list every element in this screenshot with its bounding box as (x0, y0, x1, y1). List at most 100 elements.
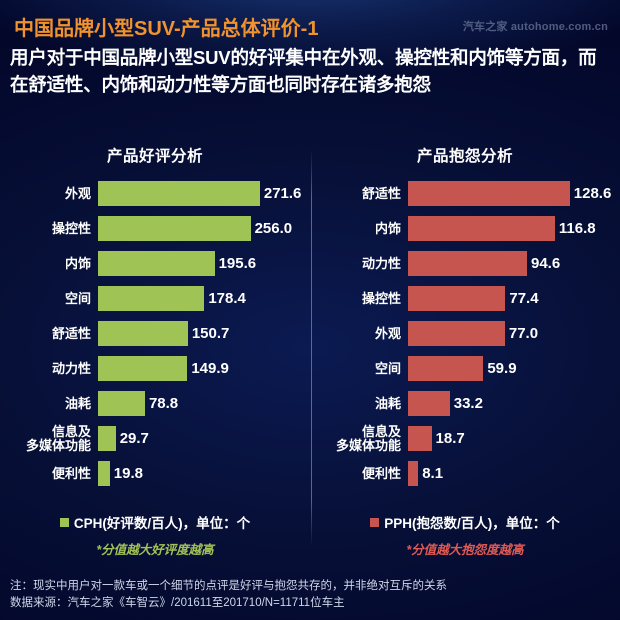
bar-track: 195.6 (98, 246, 310, 281)
bar-track: 19.8 (98, 456, 310, 491)
complaint-chart-panel: 产品抱怨分析 舒适性 128.6 内饰 116.8 动力性 94.6 操控性 77.4 外观 77… (310, 144, 620, 504)
bar-track: 78.8 (98, 386, 310, 421)
bar-value-label: 19.8 (113, 465, 143, 482)
bar-track: 271.6 (98, 176, 310, 211)
bar-category-label: 信息及 多媒体功能 (25, 423, 91, 453)
bar-track: 77.4 (408, 281, 620, 316)
bar-value-label: 33.2 (453, 395, 483, 412)
bar-category-label: 便利性 (361, 465, 401, 481)
bar-category-label: 舒适性 (51, 325, 91, 341)
bar-row: 内饰 195.6 (0, 246, 310, 281)
bar-category-label: 动力性 (361, 255, 401, 271)
bar-row: 内饰 116.8 (310, 211, 620, 246)
bar (408, 321, 505, 346)
bar-track: 33.2 (408, 386, 620, 421)
praise-legend-note: *分值越大好评度越高 (96, 543, 214, 557)
bar-row: 舒适性 150.7 (0, 316, 310, 351)
praise-legend-entry: CPH(好评数/百人)，单位：个 (59, 512, 251, 532)
bar-value-label: 128.6 (573, 185, 612, 202)
bar-category-label: 操控性 (361, 290, 401, 306)
praise-legend: CPH(好评数/百人)，单位：个 *分值越大好评度越高 (0, 512, 310, 558)
bar-category-label: 动力性 (51, 360, 91, 376)
bar-category-label: 外观 (64, 185, 91, 201)
bar (98, 356, 188, 381)
bar-row: 便利性 19.8 (0, 456, 310, 491)
bar-value-label: 77.4 (509, 290, 539, 307)
bar-value-label: 195.6 (218, 255, 257, 272)
bar-row: 空间 59.9 (310, 351, 620, 386)
bar-value-label: 18.7 (435, 430, 465, 447)
praise-bar-rows: 外观 271.6 操控性 256.0 内饰 195.6 空间 178.4 舒适性 150.7 动力性… (0, 176, 310, 491)
complaint-legend-entry: PPH(抱怨数/百人)，单位：个 (370, 512, 560, 532)
bar (408, 391, 450, 416)
bar (98, 216, 251, 241)
complaint-legend: PPH(抱怨数/百人)，单位：个 *分值越大抱怨度越高 (310, 512, 620, 558)
bar-value-label: 116.8 (558, 220, 596, 237)
bar-track: 149.9 (98, 351, 310, 386)
praise-chart-panel: 产品好评分析 外观 271.6 操控性 256.0 内饰 195.6 空间 178.4 舒适性 1… (0, 144, 310, 504)
bar-value-label: 150.7 (191, 325, 230, 342)
bar-category-label: 操控性 (51, 220, 91, 236)
bar-track: 116.8 (408, 211, 620, 246)
bar-track: 128.6 (408, 176, 620, 211)
bar-category-label: 舒适性 (361, 185, 401, 201)
bar-track: 94.6 (408, 246, 620, 281)
watermark-logo: 汽车之家 autohome.com.cn (462, 21, 608, 33)
bar-row: 油耗 78.8 (0, 386, 310, 421)
bar-value-label: 59.9 (487, 360, 517, 377)
complaint-chart-title: 产品抱怨分析 (416, 148, 513, 165)
bar-row: 空间 178.4 (0, 281, 310, 316)
bar (98, 286, 205, 311)
bar (98, 391, 145, 416)
footnote-line-2: 数据来源：汽车之家《车智云》/201611至201710/N=11711位车主 (10, 597, 345, 609)
bar-category-label: 外观 (374, 325, 401, 341)
bar (408, 181, 570, 206)
bar (408, 356, 484, 381)
bar-track: 178.4 (98, 281, 310, 316)
praise-legend-label: CPH(好评数/百人)，单位：个 (73, 516, 251, 531)
bar-category-label: 空间 (374, 360, 401, 376)
bar-track: 29.7 (98, 421, 310, 456)
bar (408, 426, 432, 451)
bar (98, 461, 110, 486)
bar-value-label: 29.7 (119, 430, 149, 447)
complaint-legend-swatch-icon (370, 517, 380, 527)
bar (408, 216, 555, 241)
praise-chart-title: 产品好评分析 (106, 148, 203, 165)
bar-row: 外观 77.0 (310, 316, 620, 351)
bar-value-label: 271.6 (263, 185, 302, 202)
bar-row: 操控性 77.4 (310, 281, 620, 316)
bar (98, 321, 188, 346)
bar-track: 18.7 (408, 421, 620, 456)
bar-row: 动力性 149.9 (0, 351, 310, 386)
complaint-legend-note: *分值越大抱怨度越高 (406, 543, 524, 557)
bar-value-label: 77.0 (508, 325, 539, 342)
bar-category-label: 油耗 (374, 395, 401, 411)
praise-legend-swatch-icon (59, 517, 69, 527)
bar (408, 251, 527, 276)
bar (98, 181, 260, 206)
bar-track: 8.1 (408, 456, 620, 491)
bar-row: 外观 271.6 (0, 176, 310, 211)
subtitle-text: 用户对于中国品牌小型SUV的好评集中在外观、操控性和内饰等方面，而在舒适性、内饰… (10, 47, 597, 95)
bar-row: 舒适性 128.6 (310, 176, 620, 211)
footnote-line-1: 注：现实中用户对一款车或一个细节的点评是好评与抱怨共存的，并非绝对互斥的关系 (10, 580, 447, 592)
bar-row: 动力性 94.6 (310, 246, 620, 281)
footnotes: 注：现实中用户对一款车或一个细节的点评是好评与抱怨共存的，并非绝对互斥的关系 数… (10, 578, 447, 612)
bar-value-label: 256.0 (254, 220, 293, 237)
bar (408, 461, 419, 486)
bar-track: 59.9 (408, 351, 620, 386)
bar-category-label: 油耗 (64, 395, 91, 411)
bar (408, 286, 506, 311)
bar-row: 信息及 多媒体功能 18.7 (310, 421, 620, 456)
bar-row: 便利性 8.1 (310, 456, 620, 491)
complaint-bar-rows: 舒适性 128.6 内饰 116.8 动力性 94.6 操控性 77.4 外观 77.0 空间 59.… (310, 176, 620, 491)
bar-value-label: 78.8 (148, 395, 179, 412)
bar-value-label: 178.4 (208, 290, 246, 307)
bar (98, 426, 116, 451)
bar-category-label: 便利性 (51, 465, 91, 481)
bar-track: 150.7 (98, 316, 310, 351)
bar-row: 操控性 256.0 (0, 211, 310, 246)
bar-category-label: 空间 (64, 290, 91, 306)
